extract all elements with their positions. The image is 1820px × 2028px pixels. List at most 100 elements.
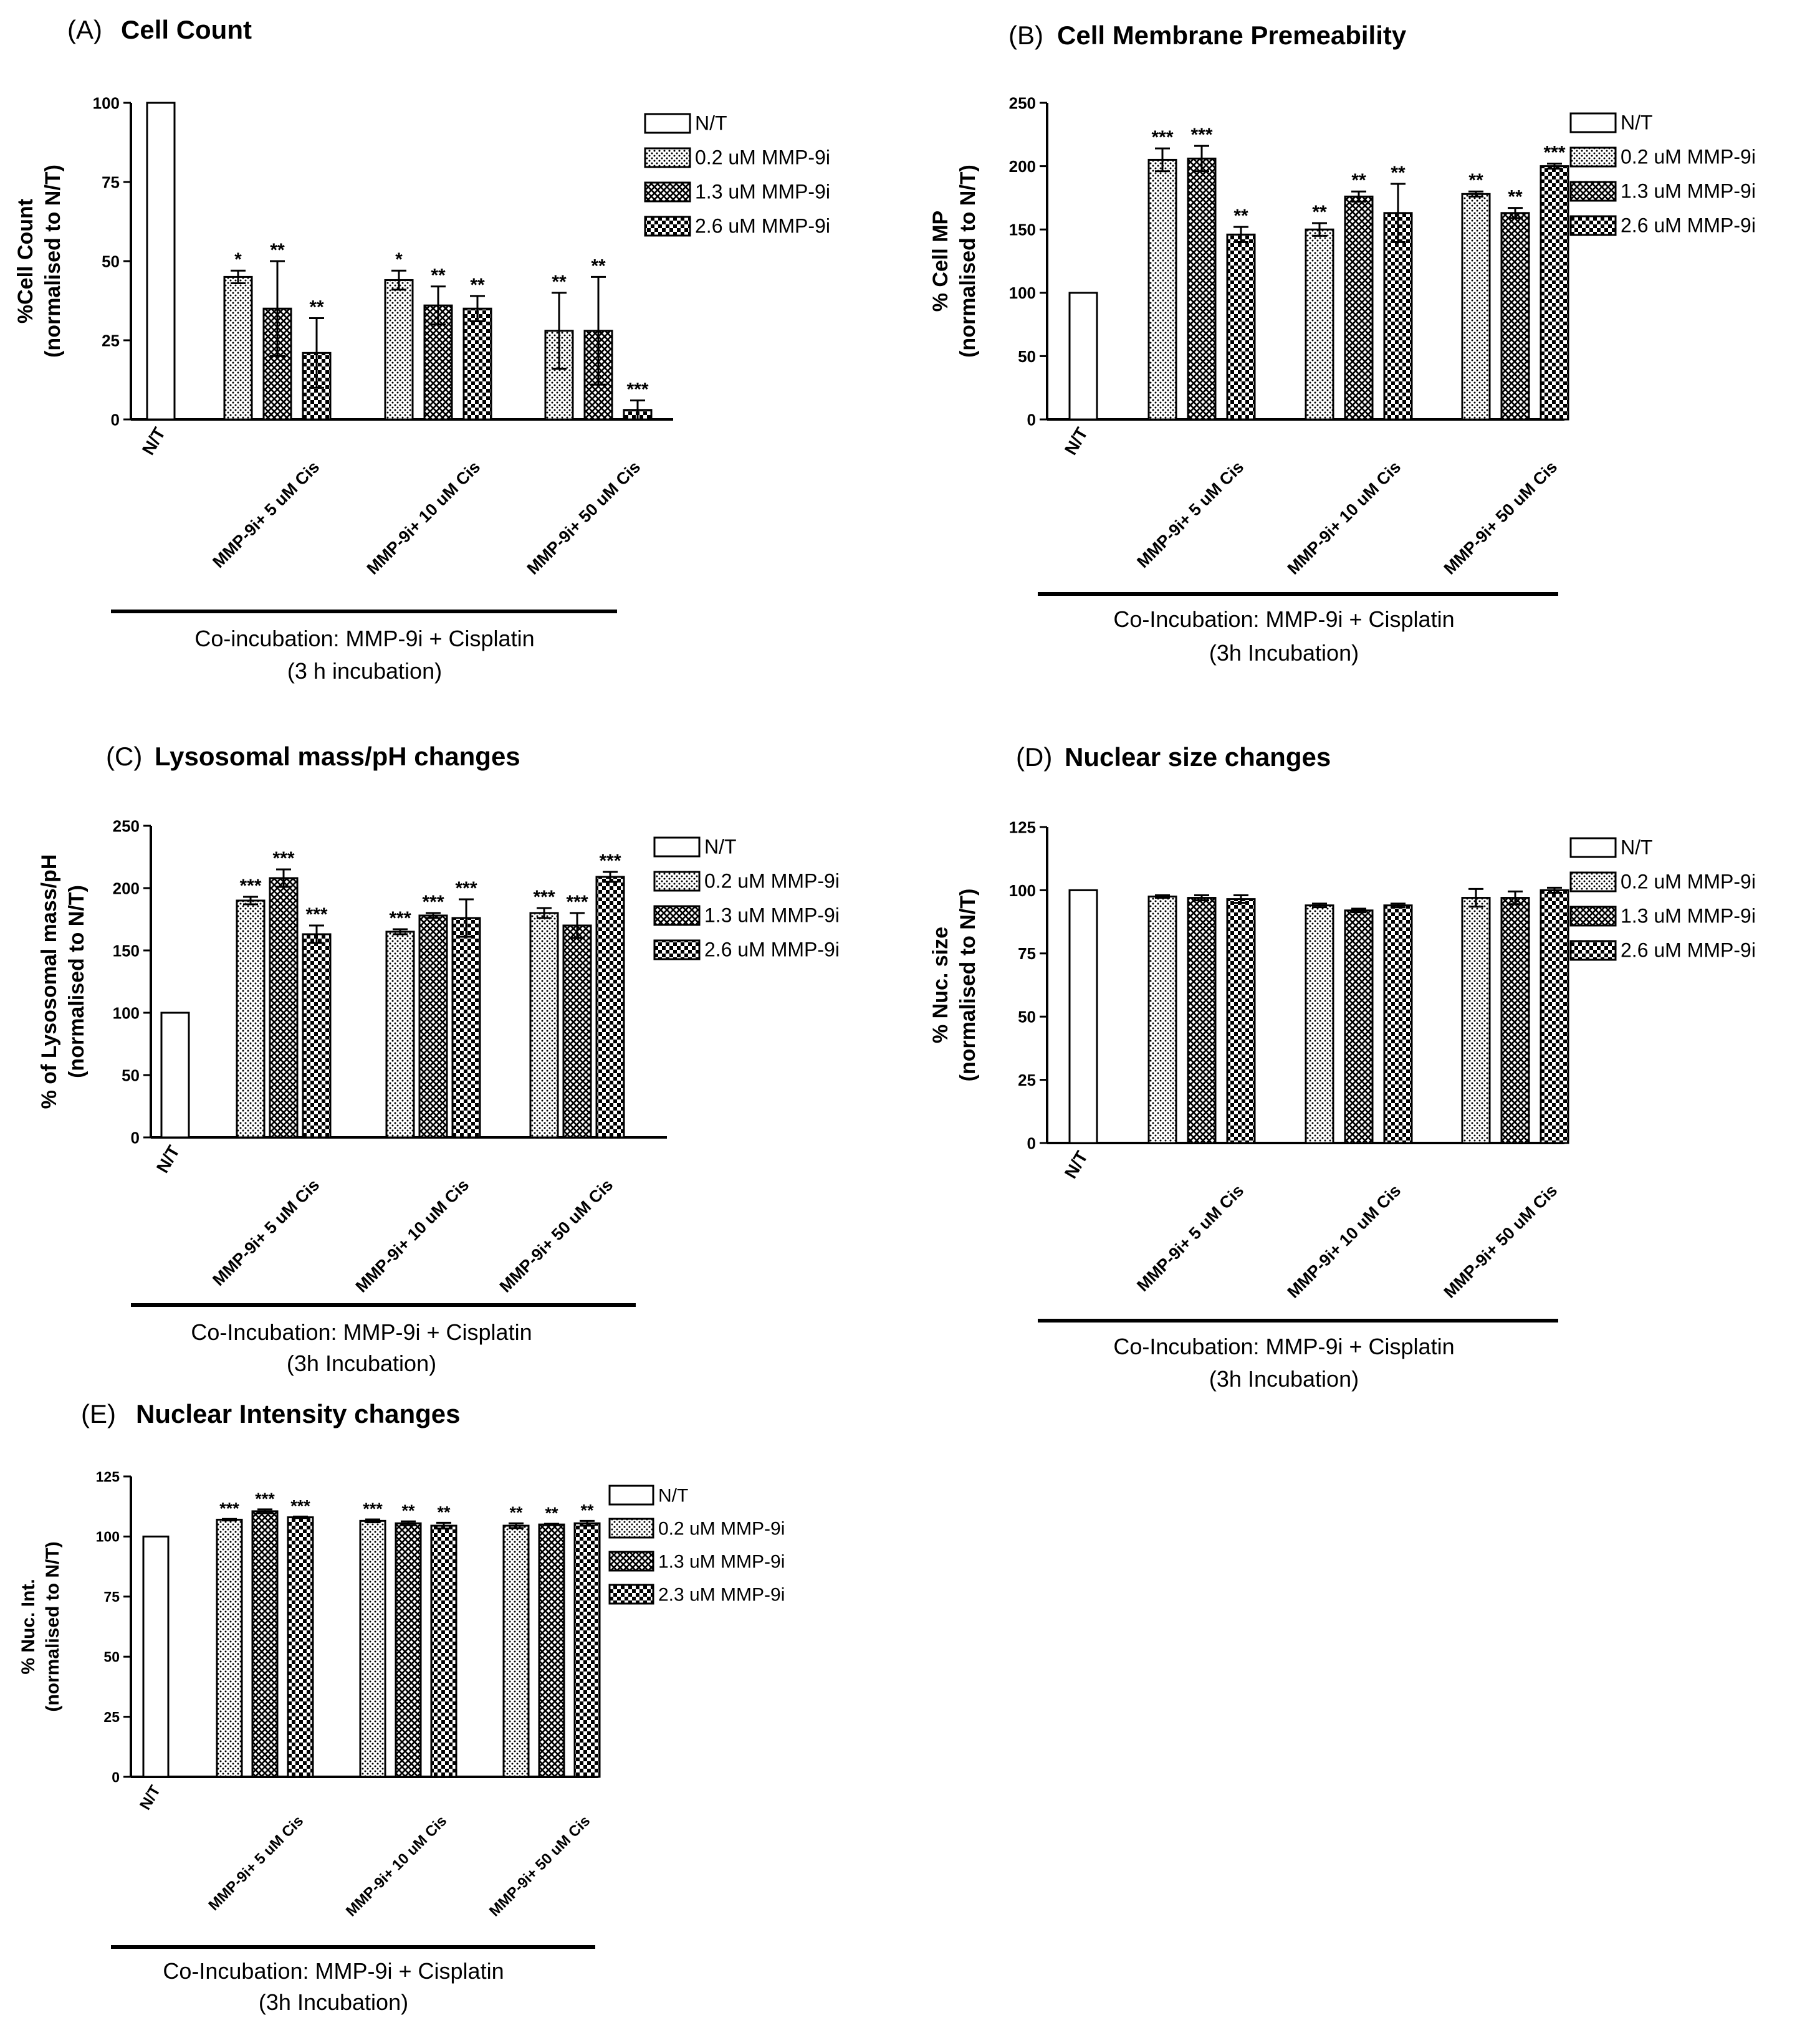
bar (395, 1522, 422, 1778)
y-tick-label: 200 (113, 879, 140, 897)
legend-swatch (1569, 112, 1617, 133)
bar (1500, 897, 1530, 1144)
legend-label: N/T (1621, 836, 1653, 859)
legend-swatch (1569, 871, 1617, 892)
chart-title: Cell Membrane Premeability (1057, 21, 1407, 50)
legend-swatch (644, 113, 691, 134)
chart-panel-c: (C) Lysosomal mass/pH changes % of Lysosom… (37, 742, 840, 1376)
significance-label: ** (509, 1503, 523, 1522)
bar (462, 307, 492, 421)
y-tick-label: 50 (103, 1648, 120, 1665)
legend-label: 1.3 uM MMP-9i (658, 1552, 785, 1572)
bar (1540, 165, 1569, 421)
bar (430, 1524, 457, 1778)
y-tick-label: 0 (131, 1128, 140, 1147)
bar (1187, 897, 1217, 1144)
legend-swatch (1569, 837, 1617, 858)
significance-label: *** (422, 892, 444, 912)
legend-label: N/T (704, 836, 737, 858)
y-tick-label: 50 (122, 1066, 140, 1084)
legend-label: 0.2 uM MMP-9i (704, 870, 840, 892)
x-axis-label: Co-Incubation: MMP-9i + Cisplatin (191, 1319, 532, 1345)
x-tick-label: MMP-9i+ 10 uM Cis (363, 457, 484, 578)
legend-label: 1.3 uM MMP-9i (704, 904, 840, 927)
y-tick-label: 100 (1009, 881, 1036, 900)
chart-title: Cell Count (121, 15, 252, 44)
significance-label: *** (219, 1499, 239, 1518)
legend-label: 0.2 uM MMP-9i (658, 1519, 785, 1539)
legend-swatch (1569, 940, 1617, 961)
y-axis-label: %Cell Count (14, 199, 37, 323)
bar (573, 1522, 601, 1778)
significance-label: ** (591, 256, 606, 276)
bar (223, 275, 253, 421)
bar (269, 877, 299, 1139)
y-axis-label: (normalised to N/T) (956, 889, 980, 1082)
bar (1540, 889, 1569, 1144)
chart-panel-a: (A) Cell Count %Cell Count (normalised to N… (14, 15, 830, 684)
bar (418, 914, 448, 1139)
chart-panel-d: (D) Nuclear size changes % Nuc. size (norma… (929, 742, 1756, 1392)
chart-panel-e: (E) Nuclear Intensity changes% Nuc. Int.(… (18, 1399, 785, 2015)
y-axis-label: (normalised to N/T) (956, 165, 980, 358)
significance-label: * (395, 249, 403, 270)
legend-label: 2.6 uM MMP-9i (695, 215, 830, 237)
bar (1383, 212, 1413, 421)
significance-label: ** (309, 297, 324, 317)
legend-swatch (608, 1518, 654, 1539)
y-tick-label: 0 (112, 1769, 120, 1785)
chart-title: Nuclear size changes (1065, 742, 1331, 772)
x-axis-label: Co-incubation: MMP-9i + Cisplatin (194, 626, 534, 651)
legend-label: 1.3 uM MMP-9i (695, 181, 830, 203)
x-axis-label: Co-Incubation: MMP-9i + Cisplatin (1113, 606, 1454, 632)
y-axis-label: % Cell MP (929, 211, 952, 312)
y-tick-label: 250 (1009, 93, 1036, 112)
panel-letter: (E) (81, 1399, 116, 1428)
x-tick-label: MMP-9i+ 10 uM Cis (1284, 1181, 1405, 1302)
x-tick-label: MMP-9i+ 5 uM Cis (209, 1175, 323, 1289)
significance-label: *** (272, 848, 294, 869)
significance-label: ** (552, 272, 567, 292)
legend-label: 1.3 uM MMP-9i (1621, 180, 1756, 203)
x-tick-label: N/T (1061, 1148, 1091, 1182)
panel-letter: (D) (1016, 742, 1052, 772)
y-axis-label: (normalised to N/T) (42, 1541, 63, 1711)
significance-label: ** (1233, 206, 1248, 226)
legend-label: N/T (658, 1486, 688, 1506)
y-tick-label: 100 (93, 93, 120, 112)
y-tick-label: 0 (111, 410, 120, 429)
bar (1226, 898, 1256, 1144)
significance-label: *** (533, 887, 555, 907)
y-axis-label: % Nuc. Int. (18, 1579, 39, 1674)
significance-label: *** (239, 876, 261, 896)
bar (216, 1518, 243, 1778)
x-tick-label: MMP-9i+ 5 uM Cis (209, 457, 323, 572)
legend-label: 0.2 uM MMP-9i (1621, 871, 1756, 893)
x-tick-label: MMP-9i+ 50 uM Cis (1440, 457, 1561, 578)
x-tick-label: MMP-9i+ 5 uM Cis (1133, 457, 1247, 572)
y-tick-label: 0 (1027, 1134, 1036, 1152)
significance-label: ** (580, 1501, 594, 1519)
x-axis-label: Co-Incubation: MMP-9i + Cisplatin (1113, 1334, 1454, 1359)
bar (287, 1516, 314, 1778)
y-axis-label: % Nuc. size (929, 927, 952, 1043)
y-tick-label: 75 (102, 173, 120, 191)
bar-control (1068, 889, 1098, 1144)
y-axis-label: % of Lysosomal mass/pH (37, 854, 61, 1109)
legend-swatch (608, 1551, 654, 1572)
y-tick-label: 25 (102, 331, 120, 350)
y-tick-label: 150 (113, 941, 140, 960)
legend-swatch (653, 836, 701, 858)
x-tick-label: N/T (1061, 424, 1091, 459)
significance-label: ** (1312, 202, 1327, 222)
legend-label: 0.2 uM MMP-9i (695, 146, 830, 169)
x-axis-sublabel: (3h Incubation) (259, 1989, 408, 2015)
x-tick-label: MMP-9i+ 50 uM Cis (524, 457, 644, 578)
bar (451, 917, 481, 1139)
y-axis-label: (normalised to N/T) (65, 885, 89, 1078)
significance-label: *** (389, 908, 411, 929)
x-tick-label: MMP-9i+ 10 uM Cis (352, 1175, 473, 1296)
bar (1500, 212, 1530, 421)
legend-swatch (608, 1485, 654, 1506)
